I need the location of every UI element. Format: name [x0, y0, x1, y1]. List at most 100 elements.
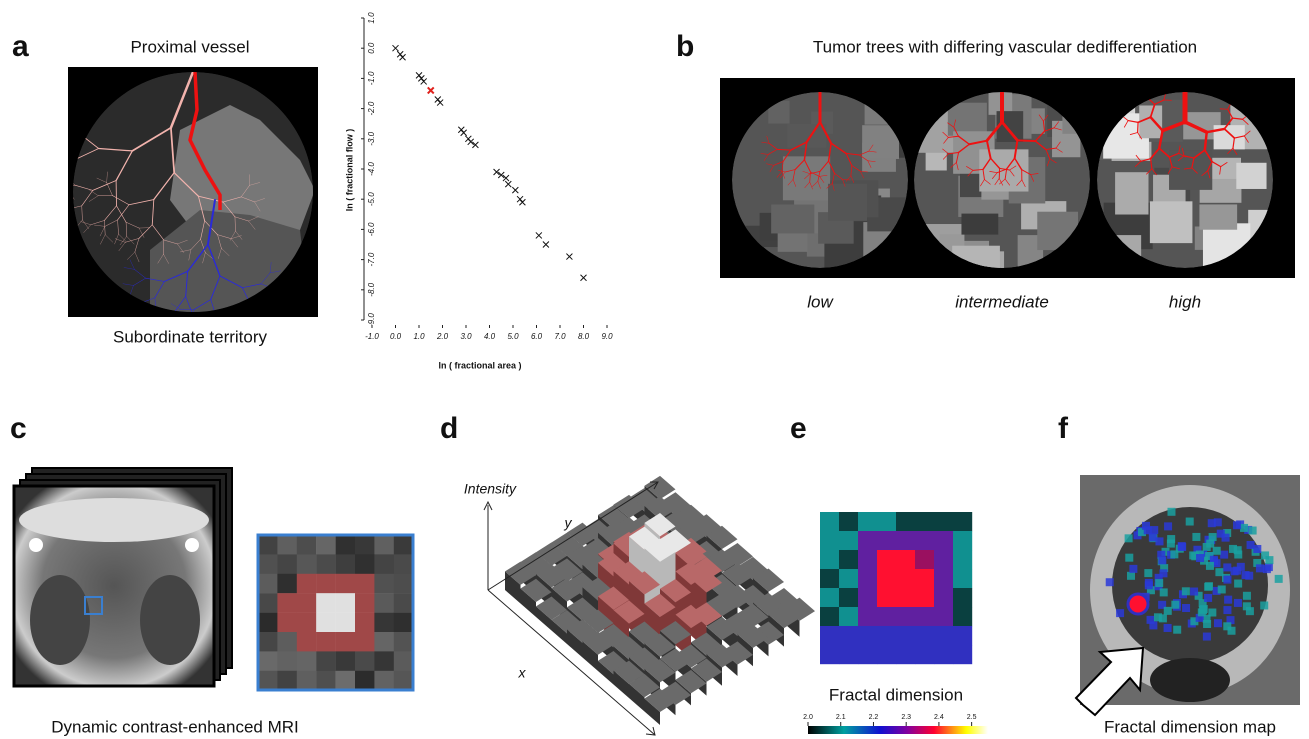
- overlay-pixel: [1145, 581, 1153, 589]
- pixel: [858, 626, 877, 645]
- vessel: [64, 190, 68, 200]
- pixel: [316, 671, 336, 691]
- overlay-pixel: [1149, 533, 1157, 541]
- patch: [1236, 163, 1266, 189]
- overlay-pixel: [1233, 521, 1241, 529]
- vessel: [205, 320, 215, 322]
- level-label: intermediate: [955, 292, 1049, 311]
- pixel: [394, 632, 414, 652]
- pixel: [374, 593, 394, 613]
- pixel: [820, 588, 839, 607]
- pixel: [355, 632, 375, 652]
- overlay-pixel: [1178, 543, 1186, 551]
- hotspot: [1128, 594, 1148, 614]
- pixel: [355, 554, 375, 574]
- vessel: [56, 171, 66, 174]
- pixel: [336, 671, 356, 691]
- pixel: [915, 512, 934, 531]
- pixel: [316, 613, 336, 633]
- pixel: [858, 645, 877, 664]
- y-tick-label: -7.0: [367, 252, 376, 266]
- pixel: [316, 651, 336, 671]
- pixel: [297, 671, 317, 691]
- pixel: [915, 645, 934, 664]
- x-tick-label: 8.0: [578, 332, 590, 341]
- pixel: [896, 607, 915, 626]
- pixel: [953, 588, 972, 607]
- pixel: [934, 626, 953, 645]
- pixel: [858, 512, 877, 531]
- pixel: [277, 671, 297, 691]
- panel-caption: Dynamic contrast-enhanced MRI: [51, 717, 299, 736]
- vessel: [46, 143, 49, 153]
- pixel: [839, 607, 858, 626]
- pixel: [820, 645, 839, 664]
- y-axis-label: ln ( fractional flow ): [344, 129, 354, 212]
- pixel: [394, 535, 414, 555]
- vessel: [154, 316, 161, 324]
- pixel: [915, 607, 934, 626]
- vessel: [51, 191, 62, 192]
- panel-label: c: [10, 412, 27, 445]
- y-tick-label: -8.0: [367, 282, 376, 296]
- pixel: [896, 569, 915, 588]
- overlay-pixel: [1245, 572, 1253, 580]
- y-tick-label: -3.0: [367, 131, 376, 145]
- overlay-pixel: [1234, 580, 1242, 588]
- pixel: [915, 550, 934, 569]
- vessel: [46, 134, 48, 144]
- pixel: [877, 607, 896, 626]
- overlay-pixel: [1243, 592, 1251, 600]
- overlay-pixel: [1171, 601, 1179, 609]
- pixel: [915, 626, 934, 645]
- panel-label: f: [1058, 412, 1069, 445]
- pixel: [896, 512, 915, 531]
- pixel: [953, 607, 972, 626]
- point: [437, 100, 443, 106]
- overlay-pixel: [1155, 579, 1163, 587]
- overlay-pixel: [1204, 594, 1212, 602]
- pixel: [934, 512, 953, 531]
- overlay-pixel: [1196, 554, 1204, 562]
- overlay-pixel: [1223, 606, 1231, 614]
- overlay-pixel: [1265, 556, 1273, 564]
- pixel: [316, 554, 336, 574]
- pixel: [355, 671, 375, 691]
- point: [421, 78, 427, 84]
- pixel: [336, 651, 356, 671]
- pixel: [839, 531, 858, 550]
- y-tick-label: 0.0: [367, 42, 376, 54]
- overlay-pixel: [1203, 633, 1211, 641]
- patch: [1150, 201, 1193, 243]
- axis-label: Intensity: [464, 481, 517, 497]
- overlay-pixel: [1253, 545, 1261, 553]
- vessel: [45, 155, 58, 162]
- pixel: [877, 512, 896, 531]
- point: [400, 54, 406, 60]
- panel-label: b: [676, 30, 694, 63]
- vessel: [62, 94, 64, 105]
- overlay-pixel: [1186, 518, 1194, 526]
- overlay-pixel: [1182, 587, 1190, 595]
- pixel: [839, 512, 858, 531]
- overlay-pixel: [1206, 562, 1214, 570]
- x-tick-label: 6.0: [531, 332, 543, 341]
- pixel: [858, 550, 877, 569]
- overlay-pixel: [1246, 607, 1254, 615]
- pixel: [394, 593, 414, 613]
- vessel: [217, 318, 227, 328]
- overlay-pixel: [1249, 527, 1257, 535]
- pixel: [839, 569, 858, 588]
- x-tick-label: 0.0: [390, 332, 402, 341]
- overlay-pixel: [1173, 626, 1181, 634]
- pixel: [297, 613, 317, 633]
- pixel: [820, 512, 839, 531]
- panel-caption: Subordinate territory: [113, 327, 268, 346]
- y-tick-label: -4.0: [367, 162, 376, 176]
- x-tick-label: 3.0: [460, 332, 472, 341]
- panel-label: a: [12, 30, 29, 63]
- pixel: [394, 651, 414, 671]
- pixel: [355, 535, 375, 555]
- panel-label: d: [440, 412, 458, 445]
- vessel: [53, 101, 63, 104]
